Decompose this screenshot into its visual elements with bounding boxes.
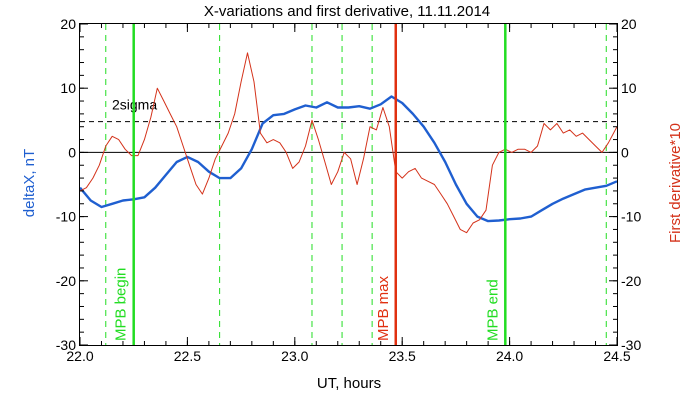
y-tick-label-left: -30	[56, 337, 76, 353]
deltaX-series-line	[79, 95, 618, 223]
y-tick-label-left: 20	[60, 16, 76, 32]
x-tick-label: 23.5	[389, 348, 416, 364]
x-tick-label: 22.0	[66, 348, 93, 364]
x-tick-label: 24.5	[603, 348, 630, 364]
y-tick-label-left: 0	[68, 144, 76, 160]
y-tick-label-left: 10	[60, 80, 76, 96]
x-axis-label: UT, hours	[317, 375, 381, 392]
x-tick-label: 22.5	[174, 348, 201, 364]
y-tick-label-left: -10	[56, 209, 76, 225]
y-axis-label-left: deltaX, nT	[21, 149, 38, 217]
mpb-marker-label: MPB begin	[113, 268, 130, 341]
mpb-marker-label: MPB end	[484, 279, 501, 341]
y-tick-label-right: 20	[621, 16, 637, 32]
y-tick-label-right: -20	[621, 273, 641, 289]
axes: 22.0 22.5 23.0 23.5 24.0 24.5-30 -30-20 -20-10-…	[56, 16, 642, 364]
y-tick-label-right: 0	[621, 144, 629, 160]
mpb-marker-label: MPB max	[375, 275, 392, 341]
y-tick-label-left: -20	[56, 273, 76, 289]
derivative-series-line	[79, 52, 618, 234]
x-tick-label: 23.0	[281, 348, 308, 364]
x-tick-label: 24.0	[496, 348, 523, 364]
y-tick-label-right: -10	[621, 209, 641, 225]
chart-title: X-variations and first derivative, 11.11…	[204, 3, 490, 20]
y-tick-label-right: 10	[621, 80, 637, 96]
plot-frame	[79, 23, 618, 346]
y-axis-label-right: First derivative*10	[667, 123, 684, 243]
y-tick-label-right: -30	[621, 337, 641, 353]
